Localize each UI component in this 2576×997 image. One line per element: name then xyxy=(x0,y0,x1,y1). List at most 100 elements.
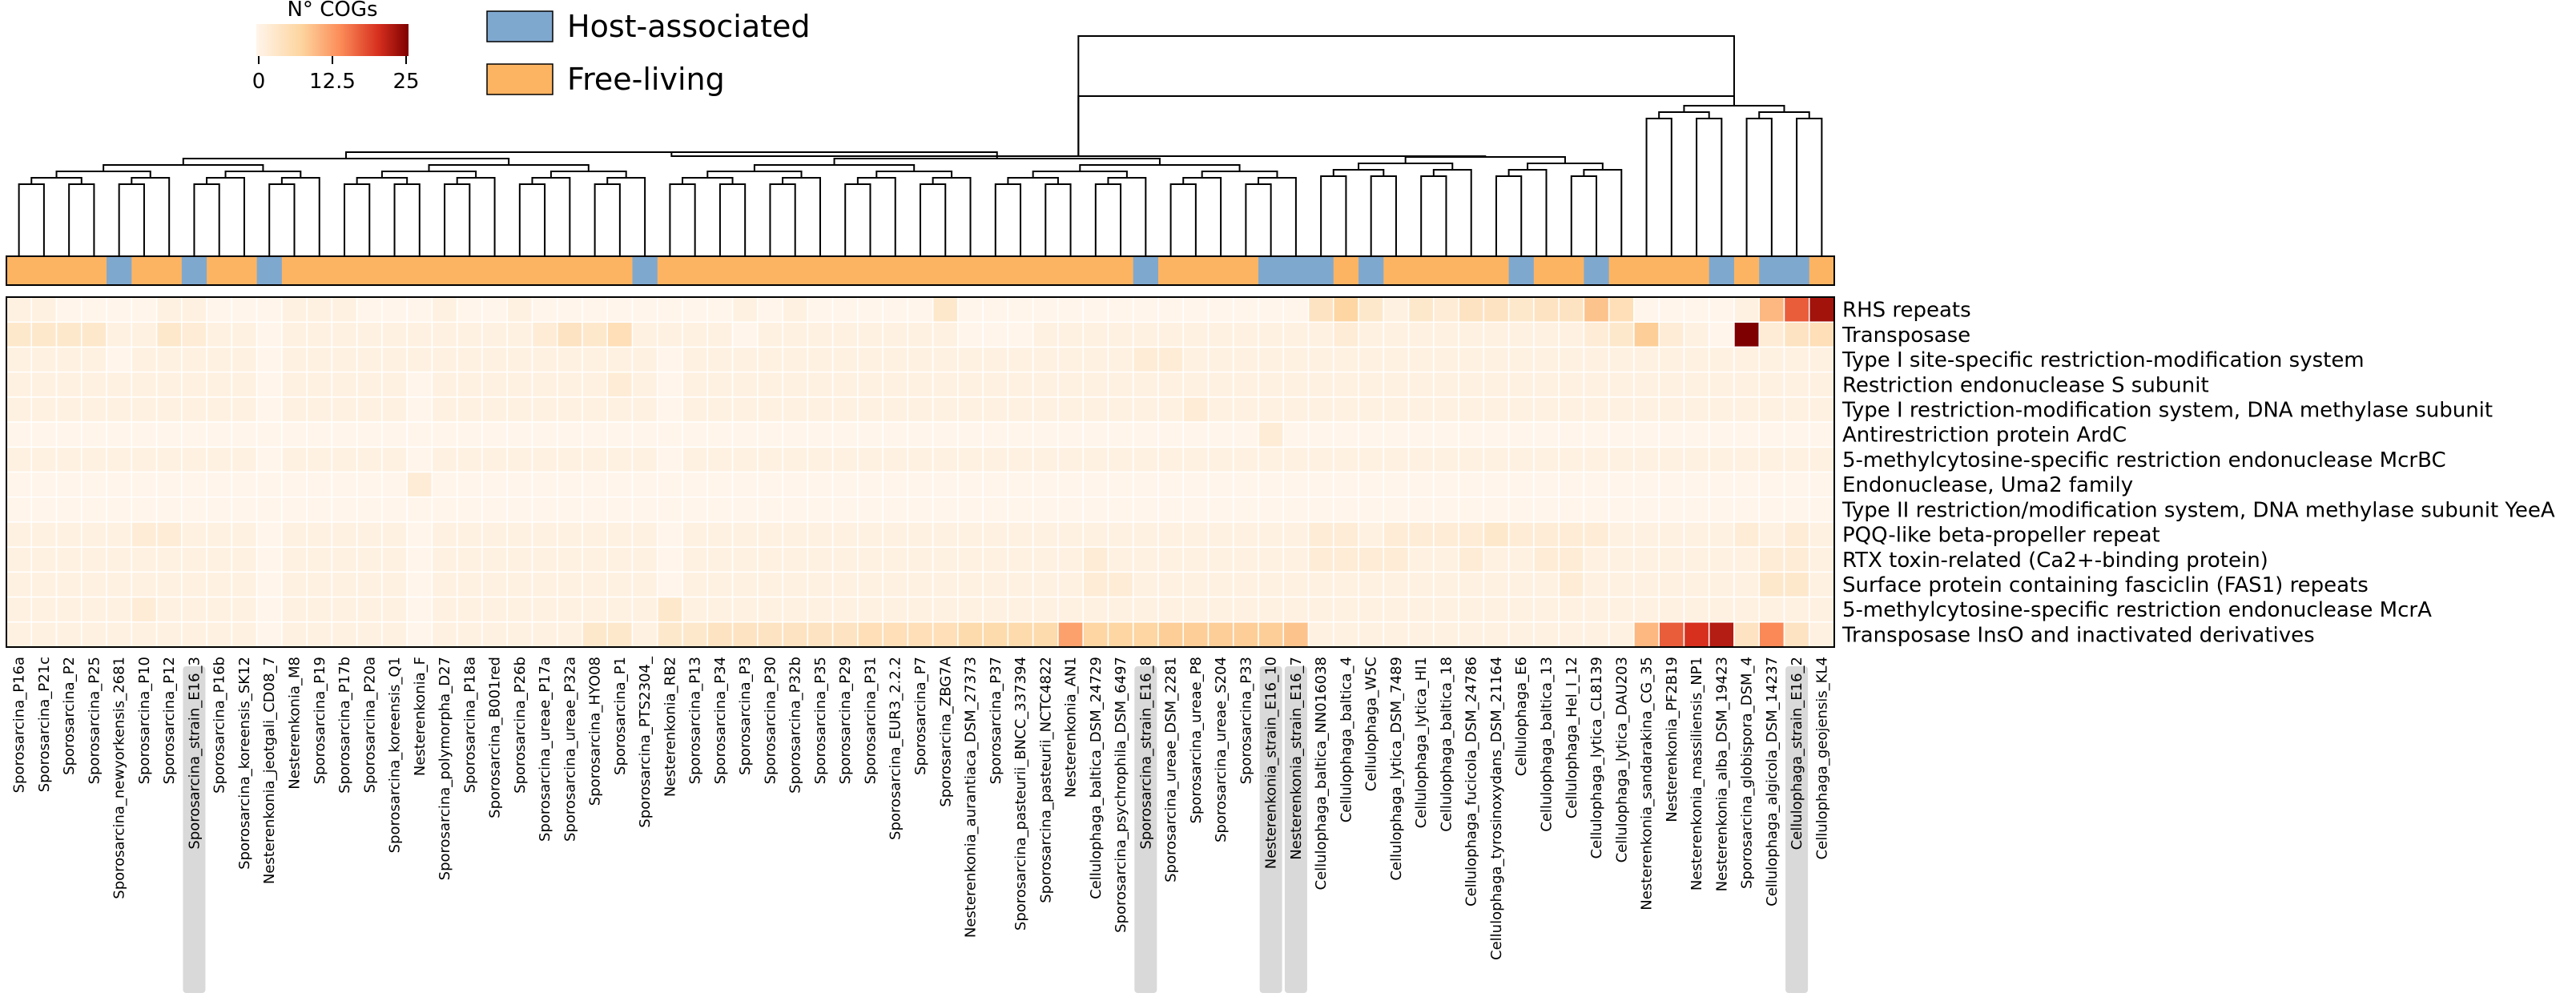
heatmap-cell xyxy=(306,546,333,573)
column-label: Nesterenkonia_jeotgali_CD08_7 xyxy=(261,657,278,884)
heatmap-cell xyxy=(731,471,759,498)
heatmap-cell xyxy=(1182,496,1210,523)
colorbar-tick-label-0: 0 xyxy=(252,70,266,94)
heatmap-cell xyxy=(1407,546,1435,573)
heatmap-cell xyxy=(155,446,183,473)
heatmap-cell xyxy=(106,471,133,498)
heatmap-cell xyxy=(1107,471,1134,498)
heatmap-cell xyxy=(1558,521,1585,548)
column-label: Nesterenkonia_massiliensis_NP1 xyxy=(1688,657,1705,890)
highlight-bar xyxy=(1284,666,1307,993)
heatmap-cell xyxy=(1007,446,1034,473)
heatmap-cell xyxy=(1583,446,1610,473)
heatmap-cell xyxy=(1157,396,1184,423)
heatmap-cell xyxy=(1658,446,1685,473)
heatmap-cell xyxy=(682,496,709,523)
column-label: Sporosarcina_P10 xyxy=(136,657,153,784)
heatmap-cell xyxy=(631,421,658,448)
lifestyle-cell xyxy=(356,256,383,285)
heatmap-cell xyxy=(606,396,634,423)
row-label: Type II restriction/modification system,… xyxy=(1841,498,2555,522)
heatmap-cell xyxy=(55,546,83,573)
heatmap-cell xyxy=(1683,396,1710,423)
heatmap-cell xyxy=(456,346,483,373)
heatmap-cell xyxy=(1258,396,1285,423)
heatmap-cell xyxy=(1057,621,1084,648)
heatmap-cell xyxy=(131,471,158,498)
heatmap-cell xyxy=(957,396,984,423)
heatmap-cell xyxy=(1282,521,1310,548)
lifestyle-cell xyxy=(657,256,683,285)
heatmap-cell xyxy=(131,571,158,598)
highlight-bar xyxy=(183,666,206,993)
dendrogram-link xyxy=(1032,171,1128,178)
heatmap-cell xyxy=(1558,371,1585,398)
heatmap-cell xyxy=(932,446,959,473)
dendrogram-link xyxy=(1683,105,1785,112)
heatmap-cell xyxy=(957,521,984,548)
dendrogram-link xyxy=(1358,163,1454,170)
heatmap-cell xyxy=(206,496,233,523)
heatmap-cell xyxy=(431,396,458,423)
dendrogram-link xyxy=(1258,177,1297,256)
heatmap-cell xyxy=(907,296,934,323)
heatmap-cell xyxy=(807,621,834,648)
heatmap-cell xyxy=(1633,621,1660,648)
heatmap-cell xyxy=(106,571,133,598)
colorbar-tick-label-2: 25 xyxy=(392,70,419,94)
heatmap-cell xyxy=(1733,371,1760,398)
heatmap-cell xyxy=(6,621,33,648)
heatmap-cell xyxy=(1307,621,1334,648)
heatmap-cell xyxy=(231,596,258,623)
heatmap-cell xyxy=(807,371,834,398)
heatmap-cell xyxy=(1407,371,1435,398)
heatmap-cell xyxy=(957,296,984,323)
heatmap-cell xyxy=(1483,446,1510,473)
heatmap-cell xyxy=(431,321,458,348)
heatmap-cell xyxy=(381,621,408,648)
heatmap-cell xyxy=(1708,446,1735,473)
heatmap-cell xyxy=(1683,496,1710,523)
dendrogram-link xyxy=(1332,169,1385,176)
heatmap-cell xyxy=(1307,496,1334,523)
heatmap-cell xyxy=(1808,321,1835,348)
heatmap-cell xyxy=(882,496,909,523)
heatmap-cell xyxy=(506,596,533,623)
dendrogram-link xyxy=(1044,183,1072,256)
heatmap-cell xyxy=(531,371,558,398)
heatmap-cell xyxy=(657,371,683,398)
heatmap-cell xyxy=(682,521,709,548)
lifestyle-cell xyxy=(607,256,634,285)
heatmap-cell xyxy=(406,421,433,448)
heatmap-cell xyxy=(1783,421,1810,448)
column-label: Sporosarcina_P7 xyxy=(912,657,929,775)
heatmap-cell xyxy=(1132,471,1159,498)
column-label: Cellulophaga_baltica_NN016038 xyxy=(1313,657,1330,890)
heatmap-cell xyxy=(506,496,533,523)
heatmap-cell xyxy=(1507,371,1535,398)
colorbar-title: N° COGs xyxy=(287,0,377,22)
heatmap-cell xyxy=(431,521,458,548)
heatmap-cell xyxy=(857,471,883,498)
heatmap-cell xyxy=(206,371,233,398)
heatmap-cell xyxy=(1007,546,1034,573)
heatmap-cell xyxy=(682,371,709,398)
lifestyle-cell xyxy=(1433,256,1459,285)
heatmap-cell xyxy=(55,571,83,598)
heatmap-cell xyxy=(1107,321,1134,348)
heatmap-cell xyxy=(1608,521,1635,548)
heatmap-cell xyxy=(331,346,358,373)
heatmap-cell xyxy=(1082,571,1109,598)
heatmap-cell xyxy=(1458,296,1485,323)
lifestyle-cell xyxy=(31,256,58,285)
heatmap-cell xyxy=(1132,446,1159,473)
heatmap-cell xyxy=(1783,546,1810,573)
heatmap-cell xyxy=(106,621,133,648)
heatmap-cell xyxy=(6,446,33,473)
heatmap-cell xyxy=(331,496,358,523)
heatmap-cell xyxy=(1507,521,1535,548)
heatmap-cell xyxy=(531,521,558,548)
heatmap-cell xyxy=(1407,346,1435,373)
heatmap-cell xyxy=(1658,496,1685,523)
